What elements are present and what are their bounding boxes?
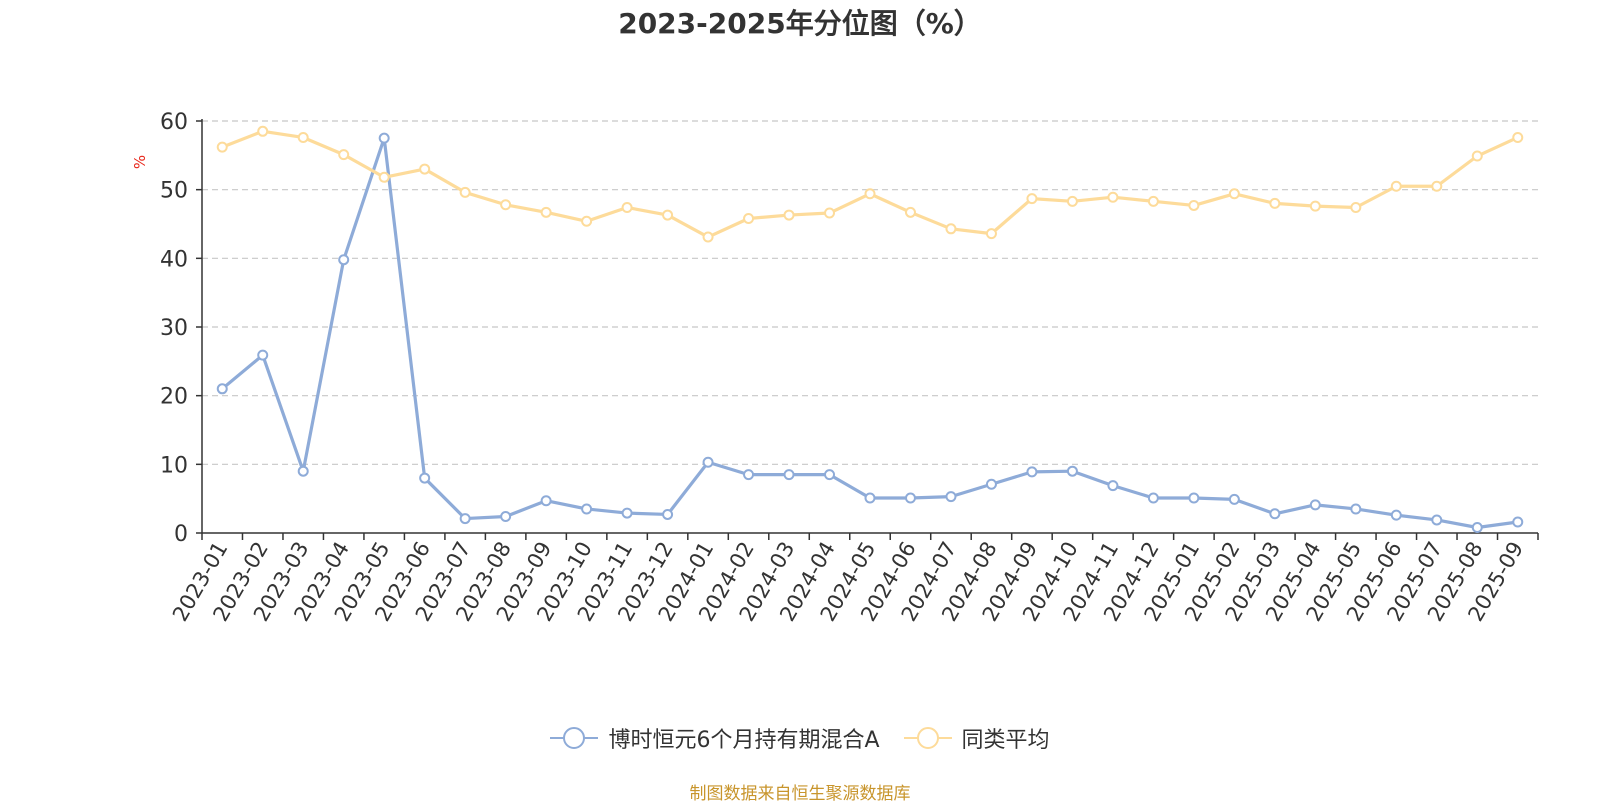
data-point bbox=[419, 163, 431, 175]
data-point bbox=[662, 209, 674, 221]
data-point bbox=[459, 513, 471, 525]
data-point bbox=[1390, 180, 1402, 192]
data-point bbox=[824, 207, 836, 219]
axes bbox=[201, 119, 1538, 534]
data-point bbox=[1512, 516, 1524, 528]
data-point bbox=[581, 215, 593, 227]
y-tick-label: 20 bbox=[160, 385, 188, 410]
legend: 博时恒元6个月持有期混合A 同类平均 bbox=[0, 722, 1600, 754]
y-tick-label: 60 bbox=[160, 110, 188, 135]
y-tick-label: 10 bbox=[160, 453, 188, 478]
data-point bbox=[1431, 180, 1443, 192]
data-point bbox=[1066, 465, 1078, 477]
data-point bbox=[338, 149, 350, 161]
data-point bbox=[1390, 509, 1402, 521]
data-point bbox=[257, 349, 269, 361]
data-point bbox=[1350, 202, 1362, 214]
data-point bbox=[702, 231, 714, 243]
legend-label-peer-average: 同类平均 bbox=[961, 728, 1050, 753]
data-point bbox=[743, 213, 755, 225]
grid-lines bbox=[202, 120, 1538, 465]
chart-title: 2023-2025年分位图（%） bbox=[618, 7, 982, 40]
y-tick-label: 50 bbox=[160, 179, 188, 204]
data-point bbox=[338, 254, 350, 266]
data-point bbox=[1228, 493, 1240, 505]
data-point bbox=[1107, 480, 1119, 492]
data-point bbox=[783, 209, 795, 221]
data-point bbox=[459, 186, 471, 198]
legend-marker-peer-average-icon bbox=[903, 727, 952, 749]
x-axis-ticks: 2023-012023-022023-032023-042023-052023-… bbox=[168, 533, 1539, 625]
data-point bbox=[1471, 522, 1483, 534]
data-point bbox=[1431, 514, 1443, 526]
data-point bbox=[500, 199, 512, 211]
data-point bbox=[540, 206, 552, 218]
data-point bbox=[1026, 193, 1038, 205]
data-point bbox=[945, 491, 957, 503]
series-layer bbox=[216, 125, 1524, 534]
series-line bbox=[221, 129, 1519, 239]
data-point bbox=[621, 507, 633, 519]
data-point bbox=[1269, 197, 1281, 209]
data-point bbox=[1188, 199, 1200, 211]
data-point bbox=[1512, 131, 1524, 143]
legend-item-peer-average[interactable]: 同类平均 bbox=[903, 722, 1050, 754]
legend-label-fund: 博时恒元6个月持有期混合A bbox=[608, 728, 880, 753]
data-point bbox=[581, 503, 593, 515]
data-point bbox=[945, 223, 957, 235]
y-tick-label: 0 bbox=[174, 522, 188, 547]
data-point bbox=[1147, 492, 1159, 504]
data-point bbox=[540, 495, 552, 507]
data-point bbox=[662, 508, 674, 520]
series-0 bbox=[216, 132, 1524, 534]
data-point bbox=[904, 206, 916, 218]
series-1 bbox=[216, 125, 1524, 243]
data-point bbox=[378, 132, 390, 144]
y-tick-label: 30 bbox=[160, 316, 188, 341]
source-note: 制图数据来自恒生聚源数据库 bbox=[689, 784, 911, 804]
data-point bbox=[1309, 499, 1321, 511]
data-point bbox=[864, 188, 876, 200]
data-point bbox=[783, 469, 795, 481]
data-point bbox=[1471, 150, 1483, 162]
legend-item-fund[interactable]: 博时恒元6个月持有期混合A bbox=[550, 722, 880, 754]
data-point bbox=[419, 472, 431, 484]
data-point bbox=[257, 125, 269, 137]
data-point bbox=[1107, 191, 1119, 203]
data-point bbox=[297, 465, 309, 477]
y-axis-label: % bbox=[131, 155, 149, 169]
data-point bbox=[864, 492, 876, 504]
data-point bbox=[743, 469, 755, 481]
data-point bbox=[824, 469, 836, 481]
legend-marker-fund-icon bbox=[550, 727, 599, 749]
data-point bbox=[1026, 466, 1038, 478]
data-point bbox=[378, 171, 390, 183]
data-point bbox=[1188, 492, 1200, 504]
line-chart: 0 10 20 30 40 50 60 2023-012023-022023-032023-… bbox=[131, 110, 1539, 625]
data-point bbox=[702, 456, 714, 468]
data-point bbox=[216, 383, 228, 395]
data-point bbox=[985, 228, 997, 240]
data-point bbox=[216, 141, 228, 153]
y-tick-label: 40 bbox=[160, 247, 188, 272]
data-point bbox=[1147, 195, 1159, 207]
data-point bbox=[1066, 195, 1078, 207]
data-point bbox=[1269, 508, 1281, 520]
data-point bbox=[1228, 188, 1240, 200]
y-axis-ticks: 0 10 20 30 40 50 60 bbox=[160, 110, 202, 547]
data-point bbox=[985, 478, 997, 490]
data-point bbox=[500, 511, 512, 523]
data-point bbox=[621, 202, 633, 214]
data-point bbox=[1309, 200, 1321, 212]
data-point bbox=[297, 131, 309, 143]
data-point bbox=[1350, 503, 1362, 515]
data-point bbox=[904, 492, 916, 504]
